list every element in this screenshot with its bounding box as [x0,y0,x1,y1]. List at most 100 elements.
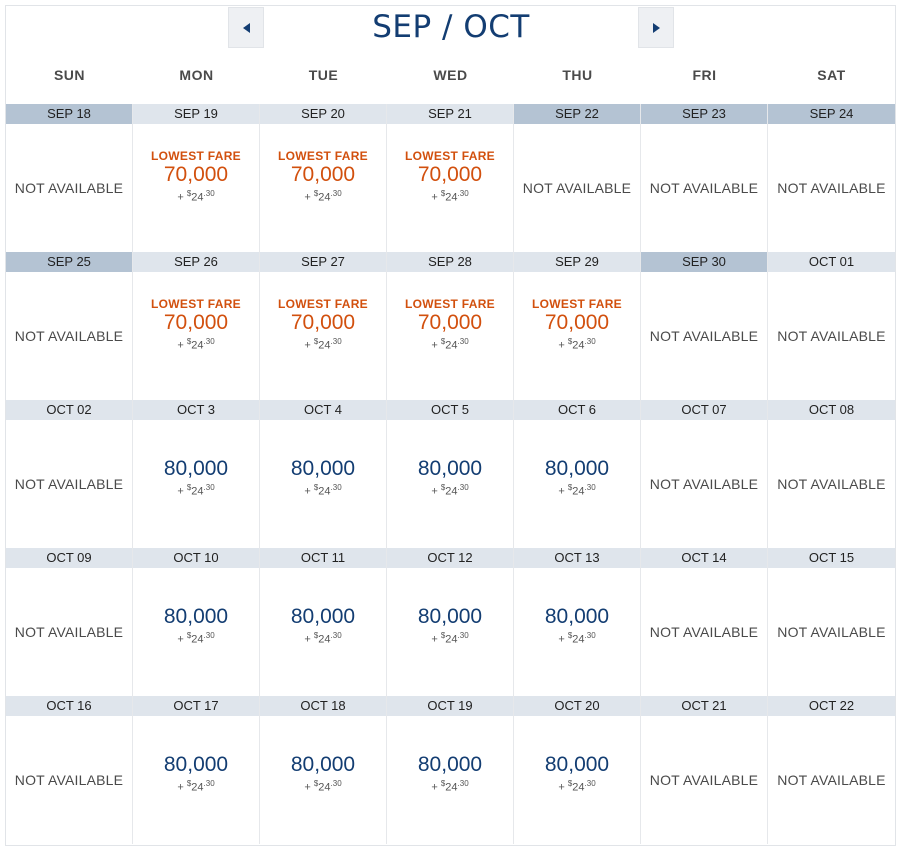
fare-block: LOWEST FARE 70,000 + $24.30 [405,297,495,352]
day-cell[interactable]: SEP 21 LOWEST FARE 70,000 + $24.30 [387,104,514,252]
day-fare-option[interactable]: 80,000 + $24.30 [260,716,386,844]
day-fare-option[interactable]: 80,000 + $24.30 [133,568,259,696]
day-date: SEP 28 [387,252,513,272]
tax-cents: .30 [330,630,342,640]
day-date: SEP 23 [641,104,767,124]
day-cell[interactable]: OCT 20 80,000 + $24.30 [514,696,641,844]
day-date: SEP 25 [6,252,132,272]
lowest-fare-badge: LOWEST FARE [151,148,241,163]
miles-price: 70,000 [163,162,229,186]
weekday-label: SAT [817,67,846,83]
weekday-label: TUE [308,67,339,83]
day-fare-option[interactable]: 80,000 + $24.30 [387,716,513,844]
day-unavailable: NOT AVAILABLE [768,420,895,548]
day-fare-option[interactable]: 80,000 + $24.30 [133,420,259,548]
tax-cents: .30 [203,778,215,788]
weekday-label: THU [562,67,593,83]
day-cell[interactable]: OCT 13 80,000 + $24.30 [514,548,641,696]
tax-cents: .30 [584,482,596,492]
day-cell[interactable]: SEP 19 LOWEST FARE 70,000 + $24.30 [133,104,260,252]
day-fare-option[interactable]: LOWEST FARE 70,000 + $24.30 [387,272,513,400]
tax-cents: .30 [457,336,469,346]
tax-dollars: 24 [318,781,331,794]
fare-block: LOWEST FARE 70,000 + $24.30 [151,149,241,204]
fare-block: LOWEST FARE 70,000 + $24.30 [405,149,495,204]
tax-dollars: 24 [191,633,204,646]
day-fare-option[interactable]: 80,000 + $24.30 [260,420,386,548]
day-fare-option[interactable]: LOWEST FARE 70,000 + $24.30 [260,272,386,400]
day-unavailable: NOT AVAILABLE [641,272,767,400]
day-fare-option[interactable]: 80,000 + $24.30 [133,716,259,844]
tax-dollars: 24 [445,191,458,204]
not-available-label: NOT AVAILABLE [649,772,759,788]
day-date: OCT 16 [6,696,132,716]
day-date: SEP 30 [641,252,767,272]
day-fare-option[interactable]: LOWEST FARE 70,000 + $24.30 [387,124,513,252]
day-cell[interactable]: OCT 18 80,000 + $24.30 [260,696,387,844]
day-fare-option[interactable]: 80,000 + $24.30 [387,568,513,696]
day-unavailable: NOT AVAILABLE [641,716,767,844]
day-cell[interactable]: SEP 26 LOWEST FARE 70,000 + $24.30 [133,252,260,400]
day-unavailable: NOT AVAILABLE [6,272,132,400]
tax-dollars: 24 [445,633,458,646]
day-cell[interactable]: SEP 28 LOWEST FARE 70,000 + $24.30 [387,252,514,400]
day-fare-option[interactable]: LOWEST FARE 70,000 + $24.30 [133,272,259,400]
tax-dollars: 24 [445,781,458,794]
tax-prefix: + [177,485,187,498]
tax-dollars: 24 [191,191,204,204]
miles-price: 80,000 [163,604,229,628]
fare-calendar: SEP / OCT SUN MON TUE WED THU FRI SAT SE… [5,5,896,846]
day-cell[interactable]: SEP 29 LOWEST FARE 70,000 + $24.30 [514,252,641,400]
prev-month-button[interactable] [228,7,264,48]
tax-currency: $ [567,778,573,788]
next-month-button[interactable] [638,7,674,48]
tax-amount: + $24.30 [177,189,214,204]
lowest-fare-badge: LOWEST FARE [405,296,495,311]
day-cell[interactable]: OCT 4 80,000 + $24.30 [260,400,387,548]
day-cell[interactable]: OCT 6 80,000 + $24.30 [514,400,641,548]
tax-cents: .30 [457,482,469,492]
fare-block: 80,000 + $24.30 [418,457,482,498]
fare-block: 80,000 + $24.30 [291,457,355,498]
day-cell[interactable]: OCT 12 80,000 + $24.30 [387,548,514,696]
tax-dollars: 24 [191,781,204,794]
fare-block: 80,000 + $24.30 [418,753,482,794]
not-available-label: NOT AVAILABLE [522,180,632,196]
miles-price: 80,000 [290,752,356,776]
tax-prefix: + [431,633,441,646]
day-fare-option[interactable]: 80,000 + $24.30 [514,716,640,844]
day-fare-option[interactable]: LOWEST FARE 70,000 + $24.30 [260,124,386,252]
fare-block: LOWEST FARE 70,000 + $24.30 [151,297,241,352]
tax-cents: .30 [457,630,469,640]
tax-amount: + $24.30 [431,483,468,498]
tax-amount: + $24.30 [177,779,214,794]
day-cell[interactable]: OCT 5 80,000 + $24.30 [387,400,514,548]
tax-currency: $ [186,630,192,640]
day-date: OCT 07 [641,400,767,420]
day-cell: SEP 30 NOT AVAILABLE [641,252,768,400]
tax-prefix: + [304,485,314,498]
tax-cents: .30 [330,482,342,492]
day-fare-option[interactable]: 80,000 + $24.30 [260,568,386,696]
day-cell[interactable]: OCT 10 80,000 + $24.30 [133,548,260,696]
tax-cents: .30 [584,778,596,788]
tax-currency: $ [567,336,573,346]
day-cell[interactable]: OCT 19 80,000 + $24.30 [387,696,514,844]
weekday-label: SUN [53,67,86,83]
day-fare-option[interactable]: 80,000 + $24.30 [387,420,513,548]
day-fare-option[interactable]: LOWEST FARE 70,000 + $24.30 [133,124,259,252]
not-available-label: NOT AVAILABLE [777,624,886,640]
day-cell[interactable]: SEP 20 LOWEST FARE 70,000 + $24.30 [260,104,387,252]
tax-cents: .30 [584,630,596,640]
triangle-right-icon [652,22,660,33]
day-cell[interactable]: OCT 3 80,000 + $24.30 [133,400,260,548]
day-cell[interactable]: OCT 17 80,000 + $24.30 [133,696,260,844]
day-cell[interactable]: OCT 11 80,000 + $24.30 [260,548,387,696]
day-cell[interactable]: SEP 27 LOWEST FARE 70,000 + $24.30 [260,252,387,400]
not-available-label: NOT AVAILABLE [649,476,759,492]
miles-price: 80,000 [163,752,229,776]
day-fare-option[interactable]: 80,000 + $24.30 [514,420,640,548]
tax-amount: + $24.30 [431,631,468,646]
day-fare-option[interactable]: LOWEST FARE 70,000 + $24.30 [514,272,640,400]
day-fare-option[interactable]: 80,000 + $24.30 [514,568,640,696]
